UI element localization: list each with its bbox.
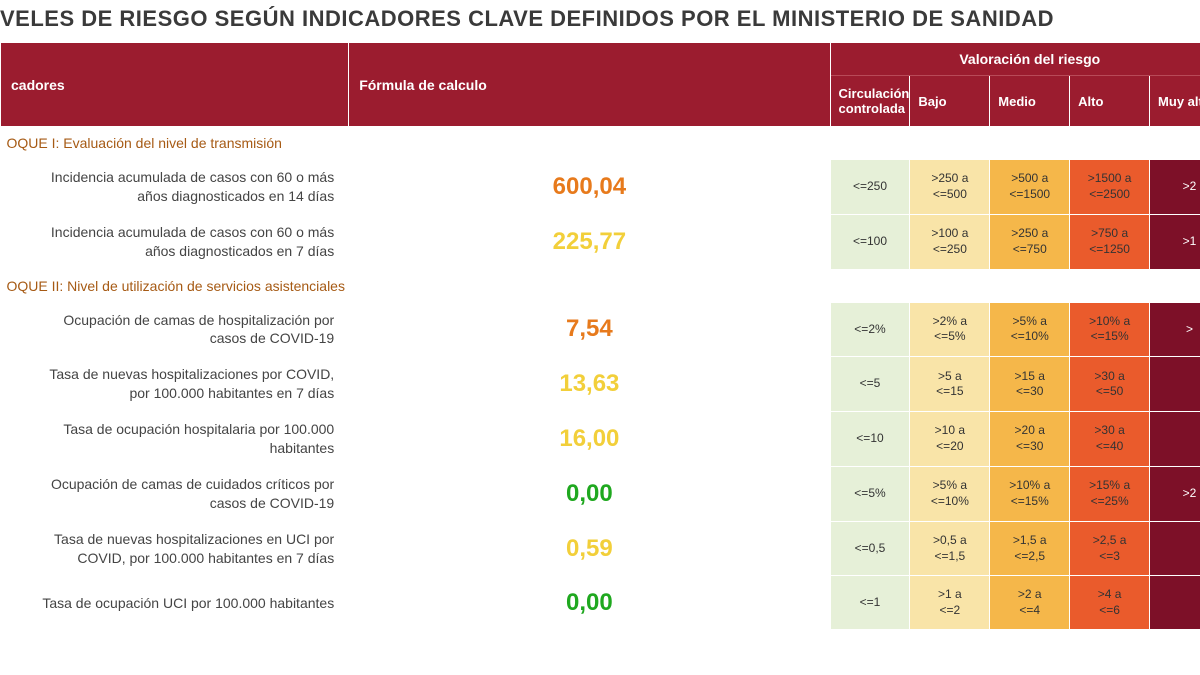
header-level-veryhigh: Muy alto [1150,76,1200,127]
risk-threshold: >15% a<=25% [1070,466,1150,521]
header-level-controlled: Circulación controlada [830,76,910,127]
risk-threshold: >0,5 a<=1,5 [910,521,990,576]
risk-threshold: >4 a<=6 [1070,576,1150,630]
block-label: OQUE I: Evaluación del nivel de transmis… [1,127,1200,160]
table-row: Incidencia acumulada de casos con 60 o m… [1,214,1200,269]
indicator-value: 16,00 [349,412,830,467]
risk-threshold: >2 a<=4 [990,576,1070,630]
indicator-value: 225,77 [349,214,830,269]
risk-threshold: >750 a<=1250 [1070,214,1150,269]
indicator-value: 13,63 [349,357,830,412]
indicator-label: Tasa de ocupación hospitalaria por 100.0… [1,412,349,467]
table-row: Tasa de nuevas hospitalizaciones en UCI … [1,521,1200,576]
risk-threshold: >5% a<=10% [910,466,990,521]
risk-threshold: >15 a<=30 [990,357,1070,412]
table-row: Tasa de ocupación hospitalaria por 100.0… [1,412,1200,467]
table-row: Tasa de nuevas hospitalizaciones por COV… [1,357,1200,412]
risk-threshold: >1 a<=2 [910,576,990,630]
risk-threshold [1150,576,1200,630]
page-title: VELES DE RIESGO SEGÚN INDICADORES CLAVE … [0,0,1200,42]
block-label: OQUE II: Nivel de utilización de servici… [1,269,1200,302]
risk-threshold: <=100 [830,214,910,269]
header-level-low: Bajo [910,76,990,127]
header-level-medium: Medio [990,76,1070,127]
header-indicators: cadores [1,43,349,127]
risk-threshold: >2 [1150,160,1200,215]
header-level-high: Alto [1070,76,1150,127]
table-row: Incidencia acumulada de casos con 60 o m… [1,160,1200,215]
risk-threshold: >30 a<=40 [1070,412,1150,467]
risk-threshold: >20 a<=30 [990,412,1070,467]
risk-threshold: >1 [1150,214,1200,269]
risk-threshold: >500 a<=1500 [990,160,1070,215]
table-row: Ocupación de camas de cuidados críticos … [1,466,1200,521]
risk-threshold: >250 a<=500 [910,160,990,215]
risk-threshold: <=0,5 [830,521,910,576]
risk-table: cadores Fórmula de calculo Valoración de… [0,42,1200,630]
risk-threshold: >1500 a<=2500 [1070,160,1150,215]
risk-threshold: >100 a<=250 [910,214,990,269]
risk-threshold: > [1150,302,1200,357]
risk-threshold: >5% a<=10% [990,302,1070,357]
indicator-value: 7,54 [349,302,830,357]
indicator-label: Tasa de nuevas hospitalizaciones por COV… [1,357,349,412]
indicator-label: Ocupación de camas de hospitalización po… [1,302,349,357]
risk-threshold: >5 a<=15 [910,357,990,412]
indicator-value: 0,00 [349,576,830,630]
indicator-value: 0,00 [349,466,830,521]
indicator-label: Ocupación de camas de cuidados críticos … [1,466,349,521]
indicator-value: 0,59 [349,521,830,576]
risk-threshold: >2,5 a<=3 [1070,521,1150,576]
indicator-value: 600,04 [349,160,830,215]
indicator-label: Tasa de nuevas hospitalizaciones en UCI … [1,521,349,576]
header-risk-group: Valoración del riesgo [830,43,1200,76]
risk-threshold: <=2% [830,302,910,357]
risk-threshold [1150,357,1200,412]
risk-threshold: >2 [1150,466,1200,521]
risk-threshold: <=250 [830,160,910,215]
risk-threshold: >250 a<=750 [990,214,1070,269]
risk-threshold: >10% a<=15% [1070,302,1150,357]
risk-threshold: >2% a<=5% [910,302,990,357]
indicator-label: Incidencia acumulada de casos con 60 o m… [1,160,349,215]
risk-threshold: >1,5 a<=2,5 [990,521,1070,576]
risk-threshold: >10% a<=15% [990,466,1070,521]
risk-threshold: >30 a<=50 [1070,357,1150,412]
risk-threshold: <=5% [830,466,910,521]
risk-threshold: <=10 [830,412,910,467]
risk-threshold: >10 a<=20 [910,412,990,467]
risk-threshold: <=1 [830,576,910,630]
indicator-label: Incidencia acumulada de casos con 60 o m… [1,214,349,269]
table-row: Ocupación de camas de hospitalización po… [1,302,1200,357]
indicator-label: Tasa de ocupación UCI por 100.000 habita… [1,576,349,630]
risk-threshold: <=5 [830,357,910,412]
table-row: Tasa de ocupación UCI por 100.000 habita… [1,576,1200,630]
header-formula: Fórmula de calculo [349,43,830,127]
risk-threshold [1150,521,1200,576]
risk-threshold [1150,412,1200,467]
